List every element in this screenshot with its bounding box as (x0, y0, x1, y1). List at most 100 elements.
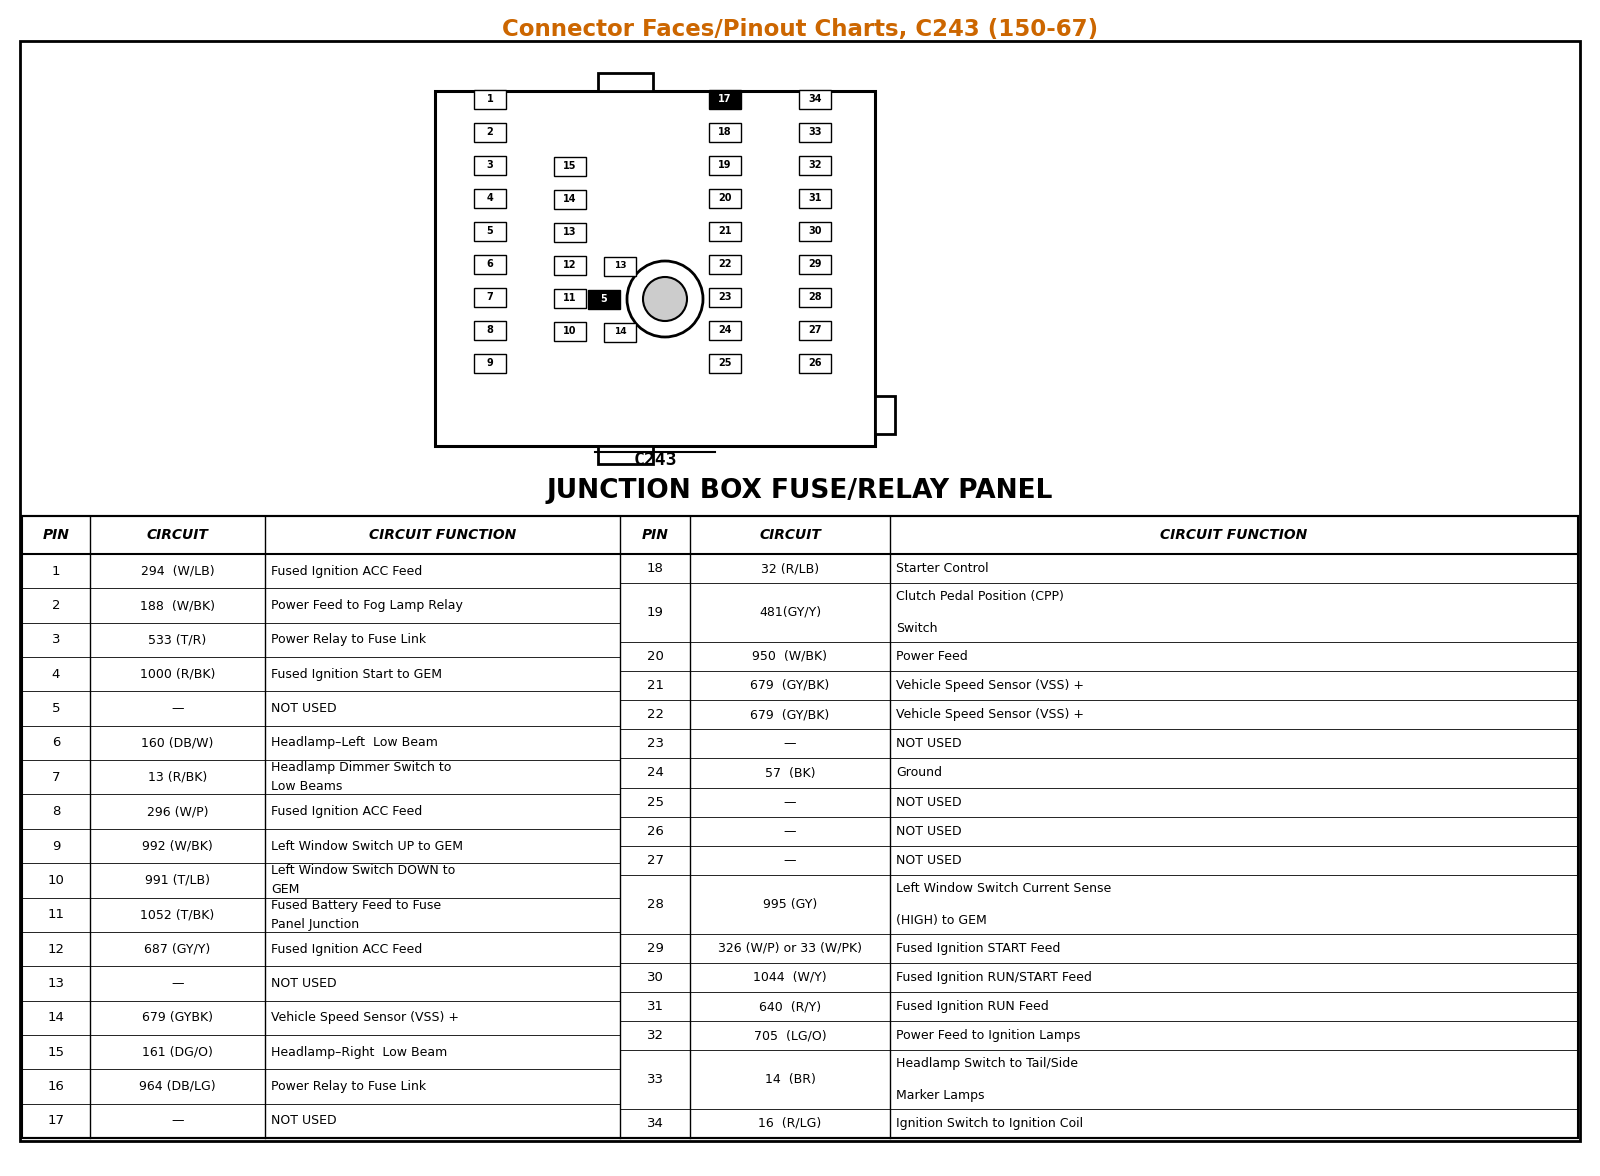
Text: NOT USED: NOT USED (270, 702, 336, 715)
Text: NOT USED: NOT USED (896, 737, 962, 750)
Text: 17: 17 (718, 94, 731, 103)
Text: Headlamp Dimmer Switch to: Headlamp Dimmer Switch to (270, 761, 451, 774)
Text: 22: 22 (646, 708, 664, 721)
Bar (709, 122, 741, 141)
Bar (798, 287, 830, 307)
Text: 24: 24 (718, 325, 731, 335)
Bar (875, 396, 894, 434)
Circle shape (627, 261, 702, 338)
Text: 481(GY/Y): 481(GY/Y) (758, 606, 821, 619)
Bar (474, 354, 506, 373)
Text: 705  (LG/O): 705 (LG/O) (754, 1029, 826, 1042)
Text: 25: 25 (718, 358, 731, 368)
Text: 30: 30 (808, 226, 822, 236)
Text: 33: 33 (646, 1073, 664, 1087)
Text: 1044  (W/Y): 1044 (W/Y) (754, 971, 827, 984)
Text: 31: 31 (646, 1000, 664, 1013)
Text: PIN: PIN (43, 528, 69, 542)
Text: 21: 21 (718, 226, 731, 236)
Text: JUNCTION BOX FUSE/RELAY PANEL: JUNCTION BOX FUSE/RELAY PANEL (547, 477, 1053, 505)
Bar (554, 321, 586, 341)
Text: 13: 13 (563, 227, 576, 238)
Bar (589, 289, 621, 308)
Bar (474, 188, 506, 207)
Text: 294  (W/LB): 294 (W/LB) (141, 564, 214, 577)
Text: 28: 28 (646, 898, 664, 911)
Text: Vehicle Speed Sensor (VSS) +: Vehicle Speed Sensor (VSS) + (896, 708, 1085, 721)
Text: Vehicle Speed Sensor (VSS) +: Vehicle Speed Sensor (VSS) + (270, 1011, 459, 1024)
Text: Ignition Switch to Ignition Coil: Ignition Switch to Ignition Coil (896, 1117, 1083, 1130)
Text: Left Window Switch UP to GEM: Left Window Switch UP to GEM (270, 840, 462, 853)
Text: 29: 29 (808, 259, 822, 269)
Bar (474, 89, 506, 108)
Text: 14: 14 (48, 1011, 64, 1024)
Text: —: — (784, 854, 797, 867)
Bar (709, 155, 741, 174)
Text: 5: 5 (51, 702, 61, 715)
Text: PIN: PIN (642, 528, 669, 542)
Text: Power Feed to Fog Lamp Relay: Power Feed to Fog Lamp Relay (270, 599, 462, 612)
Text: Low Beams: Low Beams (270, 781, 342, 794)
Text: 6: 6 (51, 736, 61, 749)
Text: (HIGH) to GEM: (HIGH) to GEM (896, 914, 987, 927)
Text: Fused Ignition ACC Feed: Fused Ignition ACC Feed (270, 806, 422, 818)
Text: 10: 10 (48, 874, 64, 887)
Circle shape (643, 278, 686, 321)
Bar (554, 255, 586, 274)
Text: Fused Ignition Start to GEM: Fused Ignition Start to GEM (270, 668, 442, 681)
Text: NOT USED: NOT USED (896, 796, 962, 809)
Text: 12: 12 (563, 260, 576, 270)
Text: 29: 29 (646, 942, 664, 955)
Text: 22: 22 (718, 259, 731, 269)
Bar (22, 516, 1578, 1138)
Text: 23: 23 (646, 737, 664, 750)
Bar (798, 221, 830, 241)
Bar (709, 354, 741, 373)
Text: Starter Control: Starter Control (896, 562, 989, 575)
Text: Clutch Pedal Position (CPP): Clutch Pedal Position (CPP) (896, 589, 1064, 602)
Text: 34: 34 (808, 94, 822, 103)
Bar (474, 287, 506, 307)
Text: 640  (R/Y): 640 (R/Y) (758, 1000, 821, 1013)
Text: Ground: Ground (896, 767, 942, 780)
Text: 26: 26 (646, 824, 664, 837)
Text: 10: 10 (563, 326, 576, 336)
Text: CIRCUIT: CIRCUIT (147, 528, 208, 542)
Text: 1052 (T/BK): 1052 (T/BK) (141, 908, 214, 921)
Text: Panel Junction: Panel Junction (270, 917, 358, 931)
Bar (474, 221, 506, 241)
Text: 13 (R/BK): 13 (R/BK) (147, 770, 206, 783)
Text: NOT USED: NOT USED (270, 1115, 336, 1128)
Bar (709, 287, 741, 307)
Text: 161 (DG/O): 161 (DG/O) (142, 1045, 213, 1058)
Text: 679 (GYBK): 679 (GYBK) (142, 1011, 213, 1024)
Text: NOT USED: NOT USED (270, 977, 336, 990)
Text: 16  (R/LG): 16 (R/LG) (758, 1117, 822, 1130)
Text: Power Feed: Power Feed (896, 649, 968, 663)
Bar (554, 189, 586, 208)
Bar (435, 91, 875, 446)
Text: 32 (R/LB): 32 (R/LB) (762, 562, 819, 575)
Text: CIRCUIT FUNCTION: CIRCUIT FUNCTION (370, 528, 517, 542)
Text: 18: 18 (646, 562, 664, 575)
Text: Left Window Switch DOWN to: Left Window Switch DOWN to (270, 864, 456, 877)
Text: 964 (DB/LG): 964 (DB/LG) (139, 1080, 216, 1093)
Text: Fused Ignition START Feed: Fused Ignition START Feed (896, 942, 1061, 955)
Text: 14  (BR): 14 (BR) (765, 1073, 816, 1087)
Text: 4: 4 (51, 668, 61, 681)
Text: 160 (DB/W): 160 (DB/W) (141, 736, 214, 749)
Text: —: — (171, 977, 184, 990)
Text: C243: C243 (634, 452, 677, 469)
Text: 19: 19 (646, 606, 664, 619)
Text: Left Window Switch Current Sense: Left Window Switch Current Sense (896, 882, 1112, 895)
Bar (798, 254, 830, 274)
Text: CIRCUIT: CIRCUIT (758, 528, 821, 542)
Text: NOT USED: NOT USED (896, 824, 962, 837)
Text: Fused Ignition RUN Feed: Fused Ignition RUN Feed (896, 1000, 1048, 1013)
Text: 679  (GY/BK): 679 (GY/BK) (750, 708, 830, 721)
Text: 11: 11 (48, 908, 64, 921)
Text: 27: 27 (808, 325, 822, 335)
Text: 19: 19 (718, 160, 731, 171)
Text: 950  (W/BK): 950 (W/BK) (752, 649, 827, 663)
Text: Connector Faces/Pinout Charts, C243 (150-67): Connector Faces/Pinout Charts, C243 (150… (502, 18, 1098, 41)
